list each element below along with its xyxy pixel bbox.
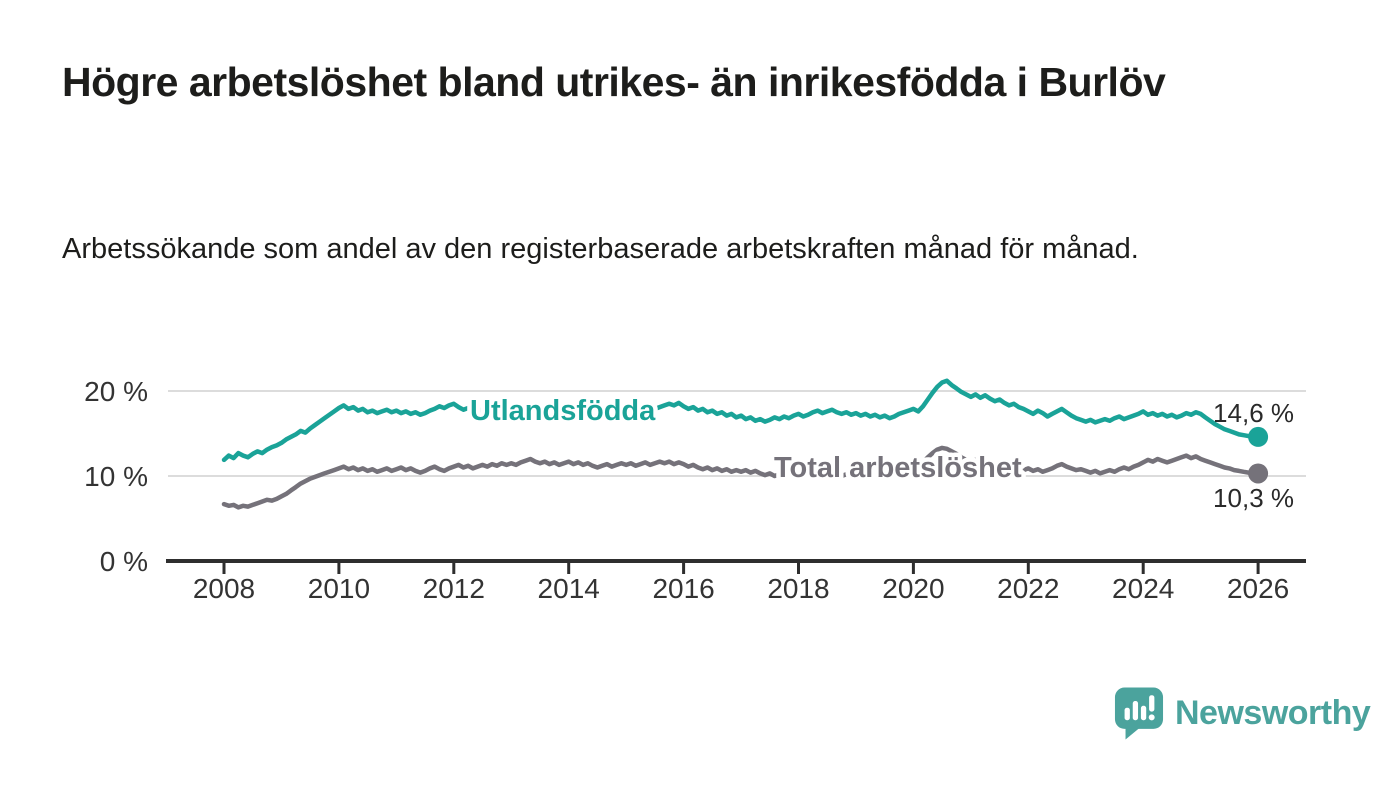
labels-group: Utlandsfödda Total arbetslöshet 14,6 % 10,3…	[466, 391, 1295, 514]
newsworthy-logo-text: Newsworthy	[1175, 694, 1371, 732]
series-label-total-arbetsloshet: Total arbetslöshet	[774, 452, 1022, 484]
end-dot-utlandsfodda	[1248, 426, 1269, 447]
x-tick-label: 2012	[423, 573, 485, 604]
y-axis-label: 20 %	[84, 376, 148, 407]
axis-group: 2008 2010 2012 2014 2016 2018 2020 2022 2024 2026	[166, 559, 1306, 604]
speech-bubble-bar-chart-icon	[1114, 687, 1164, 740]
y-axis-label: 0 %	[100, 546, 148, 577]
logo-bubble-tail	[1125, 726, 1142, 740]
x-tick-label: 2022	[997, 573, 1059, 604]
gridlines-group: 20 % 10 % 0 %	[84, 376, 1306, 577]
end-dot-total-arbetsloshet	[1248, 463, 1269, 484]
x-tick-label: 2016	[652, 573, 714, 604]
end-value-utlandsfodda: 14,6 %	[1213, 398, 1294, 428]
series-label-utlandsfodda: Utlandsfödda	[470, 395, 656, 427]
page-title: Högre arbetslöshet bland utrikes- än inr…	[62, 59, 1166, 105]
page-subtitle: Arbetssökande som andel av den registerb…	[62, 233, 1139, 265]
x-tick-label: 2020	[882, 573, 944, 604]
series-line-utlandsfodda	[221, 378, 1261, 463]
series-group	[221, 378, 1261, 510]
x-tick-label: 2026	[1227, 573, 1289, 604]
x-tick-label: 2010	[308, 573, 370, 604]
series-line-total-arbetsloshet	[221, 445, 1261, 510]
end-value-total-arbetsloshet: 10,3 %	[1213, 483, 1294, 513]
newsworthy-logo: Newsworthy	[1114, 686, 1371, 741]
logo-bubble-shape	[1114, 687, 1164, 729]
x-tick-label: 2008	[193, 573, 255, 604]
x-tick-label: 2018	[767, 573, 829, 604]
x-tick-label: 2014	[538, 573, 600, 604]
x-tick-label: 2024	[1112, 573, 1174, 604]
logo-mini-bar-chart-icon	[1124, 695, 1155, 721]
y-axis-label: 10 %	[84, 461, 148, 492]
